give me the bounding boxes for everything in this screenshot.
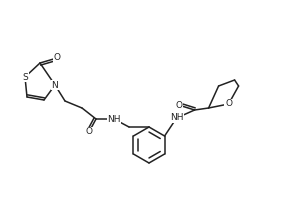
Text: O: O [225, 99, 232, 108]
Text: S: S [22, 72, 28, 82]
Text: NH: NH [107, 114, 121, 123]
Text: O: O [53, 53, 61, 62]
Text: N: N [52, 80, 58, 90]
Text: O: O [85, 128, 92, 136]
Text: O: O [175, 100, 182, 110]
Text: NH: NH [170, 114, 183, 122]
